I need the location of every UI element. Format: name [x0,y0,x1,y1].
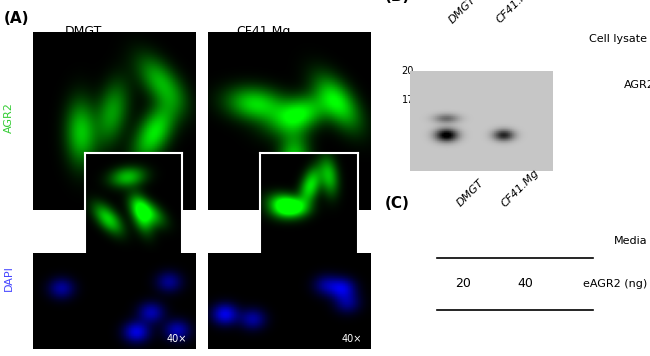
Text: (A): (A) [4,11,29,26]
Text: 17—: 17— [402,95,424,105]
Text: DMGT: DMGT [455,178,486,209]
Text: 40: 40 [517,277,533,290]
Text: DMGT: DMGT [447,0,478,25]
Text: Cell lysate: Cell lysate [590,34,647,44]
Text: 20: 20 [455,277,471,290]
Text: DAPI: DAPI [4,265,14,290]
Text: (B): (B) [385,0,410,4]
Text: 40×: 40× [166,334,187,344]
Text: eAGR2 (ng): eAGR2 (ng) [583,279,647,289]
Text: AGR2: AGR2 [4,102,14,133]
Text: CF41.Mg: CF41.Mg [237,25,291,38]
Text: Media: Media [614,236,647,246]
Text: CF41.Mg: CF41.Mg [499,167,541,209]
Text: CF41.Mg: CF41.Mg [494,0,536,25]
Text: DMGT: DMGT [64,25,101,38]
Text: AGR2: AGR2 [624,80,650,90]
Text: (C): (C) [385,195,410,210]
Text: 40×: 40× [342,334,363,344]
Text: 20—: 20— [402,66,424,76]
